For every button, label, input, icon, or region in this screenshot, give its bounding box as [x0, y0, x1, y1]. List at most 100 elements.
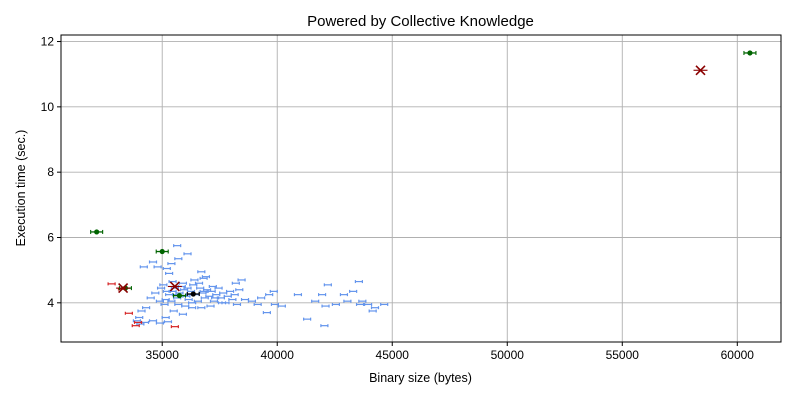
data-point: [253, 302, 262, 306]
y-tick-label: 6: [47, 230, 54, 244]
data-point: [197, 306, 206, 310]
x-tick-label: 35000: [146, 348, 180, 362]
x-tick-label: 55000: [606, 348, 640, 362]
data-point: [107, 282, 116, 286]
data-point: [155, 248, 169, 255]
data-point: [173, 244, 182, 248]
data-point: [160, 302, 169, 306]
data-points: [90, 50, 757, 329]
y-tick-label: 4: [47, 296, 54, 310]
data-point: [303, 317, 312, 321]
data-point: [168, 289, 177, 293]
data-point: [178, 312, 188, 316]
data-point: [165, 271, 174, 275]
data-point: [358, 299, 367, 303]
data-point: [368, 309, 377, 313]
data-point: [230, 293, 239, 297]
chart-title: Powered by Collective Knowledge: [307, 13, 534, 30]
data-point: [225, 289, 235, 293]
data-point: [257, 296, 266, 300]
data-point: [355, 302, 365, 306]
data-point: [172, 293, 187, 299]
data-point: [174, 257, 183, 261]
x-tick-label: 40000: [261, 348, 295, 362]
data-point: [170, 325, 179, 329]
data-point: [320, 324, 329, 328]
data-point: [354, 280, 363, 284]
data-point: [142, 306, 151, 310]
data-point: [194, 281, 204, 285]
data-point: [211, 296, 220, 300]
data-point: [207, 289, 216, 293]
data-point: [200, 296, 209, 300]
data-point: [269, 289, 278, 293]
data-point: [265, 293, 274, 297]
data-point: [197, 270, 206, 274]
data-point: [277, 304, 286, 308]
data-point: [168, 280, 177, 284]
series-0: [132, 244, 389, 328]
data-point: [190, 278, 199, 282]
data-point: [199, 276, 208, 280]
data-point: [132, 319, 142, 323]
data-point: [380, 302, 389, 306]
data-point: [167, 299, 176, 303]
data-point: [156, 286, 166, 290]
data-point: [163, 320, 173, 324]
data-point: [136, 322, 145, 326]
data-point: [339, 293, 349, 297]
data-point: [693, 65, 708, 76]
x-tick-label: 45000: [376, 348, 410, 362]
data-point: [349, 289, 358, 293]
data-point: [137, 309, 146, 313]
y-tick-label: 10: [41, 100, 55, 114]
data-point: [189, 283, 198, 287]
data-point: [188, 306, 197, 310]
data-point: [139, 265, 148, 269]
data-point: [199, 289, 208, 293]
data-point: [146, 296, 155, 300]
data-point: [159, 283, 168, 287]
data-point: [161, 298, 170, 302]
data-point: [193, 299, 202, 303]
data-point: [167, 281, 182, 292]
data-point: [331, 302, 340, 306]
data-point: [262, 311, 271, 315]
data-point: [169, 309, 178, 313]
data-point: [116, 283, 131, 294]
data-point: [363, 302, 373, 306]
data-point: [90, 229, 104, 235]
data-point: [148, 260, 158, 264]
y-tick-label: 12: [41, 35, 55, 49]
y-tick-label: 8: [47, 165, 54, 179]
data-point: [231, 281, 240, 285]
data-point: [217, 301, 227, 305]
data-point: [214, 286, 223, 290]
data-point: [155, 299, 165, 303]
x-tick-label: 60000: [721, 348, 755, 362]
data-point: [343, 299, 352, 303]
data-point: [131, 324, 140, 328]
y-axis-label: Execution time (sec.): [14, 130, 28, 247]
data-point: [153, 265, 162, 269]
data-point: [311, 299, 320, 303]
data-point: [247, 299, 257, 303]
data-point: [135, 316, 144, 320]
series-4: [186, 291, 200, 297]
data-point: [161, 316, 170, 320]
data-point: [237, 278, 246, 282]
data-point: [323, 283, 332, 287]
data-point: [317, 293, 327, 297]
data-point: [155, 321, 165, 325]
data-point: [206, 304, 215, 308]
data-point: [183, 286, 192, 290]
data-point: [202, 288, 212, 292]
data-point: [293, 293, 303, 297]
data-point: [151, 291, 160, 295]
data-point: [188, 301, 197, 305]
data-point: [186, 291, 200, 297]
x-tick-label: 50000: [491, 348, 525, 362]
series-3: [116, 65, 708, 294]
